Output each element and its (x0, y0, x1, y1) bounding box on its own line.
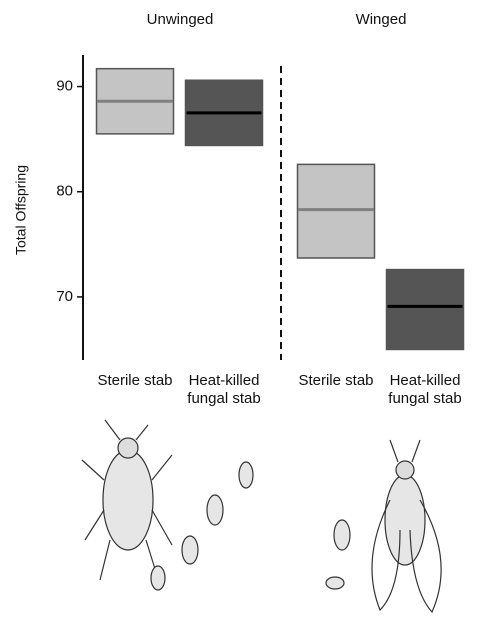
y-tick-label: 80 (56, 183, 73, 200)
y-axis-label: Total Offspring (13, 165, 29, 255)
box (385, 268, 465, 351)
y-tick-label: 70 (56, 288, 73, 305)
category-label: Sterile stab (298, 372, 374, 389)
illustration-winged (325, 439, 442, 614)
y-tick-label: 90 (56, 78, 73, 95)
group-title: Unwinged (147, 11, 214, 28)
category-label: Heat-killed fungal stab (187, 372, 261, 407)
box (296, 163, 376, 259)
category-label: Sterile stab (97, 372, 173, 389)
illustration-unwinged (81, 419, 254, 591)
group-title: Winged (356, 11, 407, 28)
category-label: Heat-killed fungal stab (388, 372, 462, 407)
